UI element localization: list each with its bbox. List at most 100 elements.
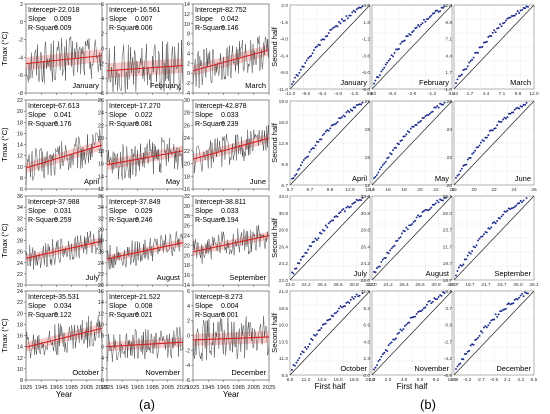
x-tick-label: 2025 [177, 385, 190, 391]
y-tick-label: 16 [17, 131, 23, 137]
qq-point [332, 315, 335, 318]
y-tick-label: 34 [98, 205, 104, 211]
qq-point [469, 156, 472, 159]
qq-point [343, 19, 346, 22]
qq-point [455, 368, 457, 371]
qq-point [296, 359, 299, 362]
x-tick-label: 2025 [263, 385, 276, 391]
y-tick-label: 11.5 [361, 289, 370, 295]
qq-point [341, 306, 343, 309]
y-tick-label: -4 [185, 363, 190, 369]
qq-point [400, 329, 403, 332]
intercept-value: −8.273 [221, 294, 243, 301]
qq-point [378, 358, 381, 361]
qq-point [415, 124, 418, 126]
r-square-value: 0.176 [54, 121, 72, 128]
x-tick-label: 24 [449, 187, 455, 193]
qq-point [348, 14, 351, 17]
x-tick-label: 16.7 [449, 282, 459, 288]
qq-point [503, 210, 506, 213]
y-axis-title: Tmax (°C) [0, 223, 9, 258]
y-tick-label: 18 [17, 120, 23, 126]
series-line [25, 36, 103, 84]
qq-point [485, 231, 488, 234]
y-tick-label: 22.0 [279, 278, 289, 284]
qq-point [342, 19, 345, 22]
x-tick-label: 24 [511, 187, 517, 193]
y-tick-label: 9.2 [363, 306, 370, 312]
qq-december: December -6.9 -4.2 -2.7 -0.5 2.1 4.3 6.5 6.5 3.7 0… [444, 289, 538, 383]
y-axis-title: Tmax (°C) [0, 31, 9, 66]
qq-point [301, 255, 304, 258]
x-tick-label: -6.4 [388, 91, 397, 97]
qq-point [485, 326, 488, 329]
qq-point [400, 40, 403, 43]
qq-point [496, 27, 499, 30]
qq-point [402, 135, 405, 138]
qq-point [301, 65, 304, 68]
qq-point [427, 209, 430, 212]
qq-point [338, 307, 340, 310]
qq-point [318, 44, 321, 47]
x-tick-label: 28.6 [333, 282, 343, 288]
qq-point [418, 25, 421, 28]
timeseries-june: 16 18 20 22 24 26 28 30 Intercept−42.878 Slope 0.0… [184, 98, 270, 193]
x-tick-label: 4.6 [401, 377, 408, 383]
qq-point [503, 21, 506, 24]
y-tick-label: 24.2 [361, 261, 371, 267]
y-tick-label: 2 [101, 367, 104, 373]
y-tick-label: 1.6 [363, 20, 370, 26]
y-tick-label: 26 [17, 250, 23, 256]
qq-point [304, 251, 307, 254]
slope-value: 0.008 [135, 303, 153, 310]
y-tick-label: 0.0 [363, 373, 370, 379]
qq-point [487, 324, 490, 327]
qq-point [420, 215, 422, 217]
qq-point [505, 307, 507, 310]
plot-frame [106, 99, 184, 190]
y-tick-label: 19.7 [443, 261, 453, 267]
y-tick-label: 12 [17, 356, 23, 362]
qq-point [411, 31, 414, 34]
slope-value: 0.009 [54, 16, 72, 23]
qq-point [380, 166, 383, 169]
qq-point [324, 130, 327, 133]
r-square-label: R-Square [195, 312, 225, 319]
qq-point [377, 171, 380, 174]
x-tick-label: 2.1 [504, 377, 511, 383]
qq-point [398, 143, 400, 146]
qq-point [493, 29, 496, 32]
qq-point [383, 162, 386, 165]
qq-point [383, 351, 386, 354]
plot-frame [106, 3, 184, 94]
y-tick-label: 20 [98, 283, 104, 289]
qq-point [457, 363, 460, 366]
qq-point [460, 167, 463, 170]
qq-point [389, 249, 392, 252]
qq-point [478, 144, 481, 147]
qq-point [377, 76, 380, 79]
qq-point [380, 355, 383, 358]
y-tick-label: 30.8 [361, 211, 371, 217]
y-tick-label: 20 [17, 283, 23, 289]
qq-point [463, 163, 466, 166]
y-tick-label: 6 [101, 345, 104, 351]
y-tick-label: -4.2 [444, 356, 453, 362]
qq-point [497, 216, 500, 219]
qq-point [332, 26, 335, 29]
x-tick-label: 2005 [247, 385, 260, 391]
qq-point [343, 305, 346, 308]
qq-point [428, 112, 431, 115]
x-tick-label: 12.0 [529, 91, 539, 97]
qq-point [487, 227, 490, 230]
y-tick-label: 30.8 [279, 211, 289, 217]
qq-point [462, 263, 465, 266]
qq-point [412, 125, 415, 128]
qq-point [329, 29, 332, 31]
qq-point [355, 293, 358, 296]
qq-point [471, 343, 474, 346]
series-line [106, 40, 184, 94]
qq-point [311, 52, 314, 55]
y-tick-label: -1.6 [280, 20, 289, 26]
qq-point [502, 308, 504, 311]
